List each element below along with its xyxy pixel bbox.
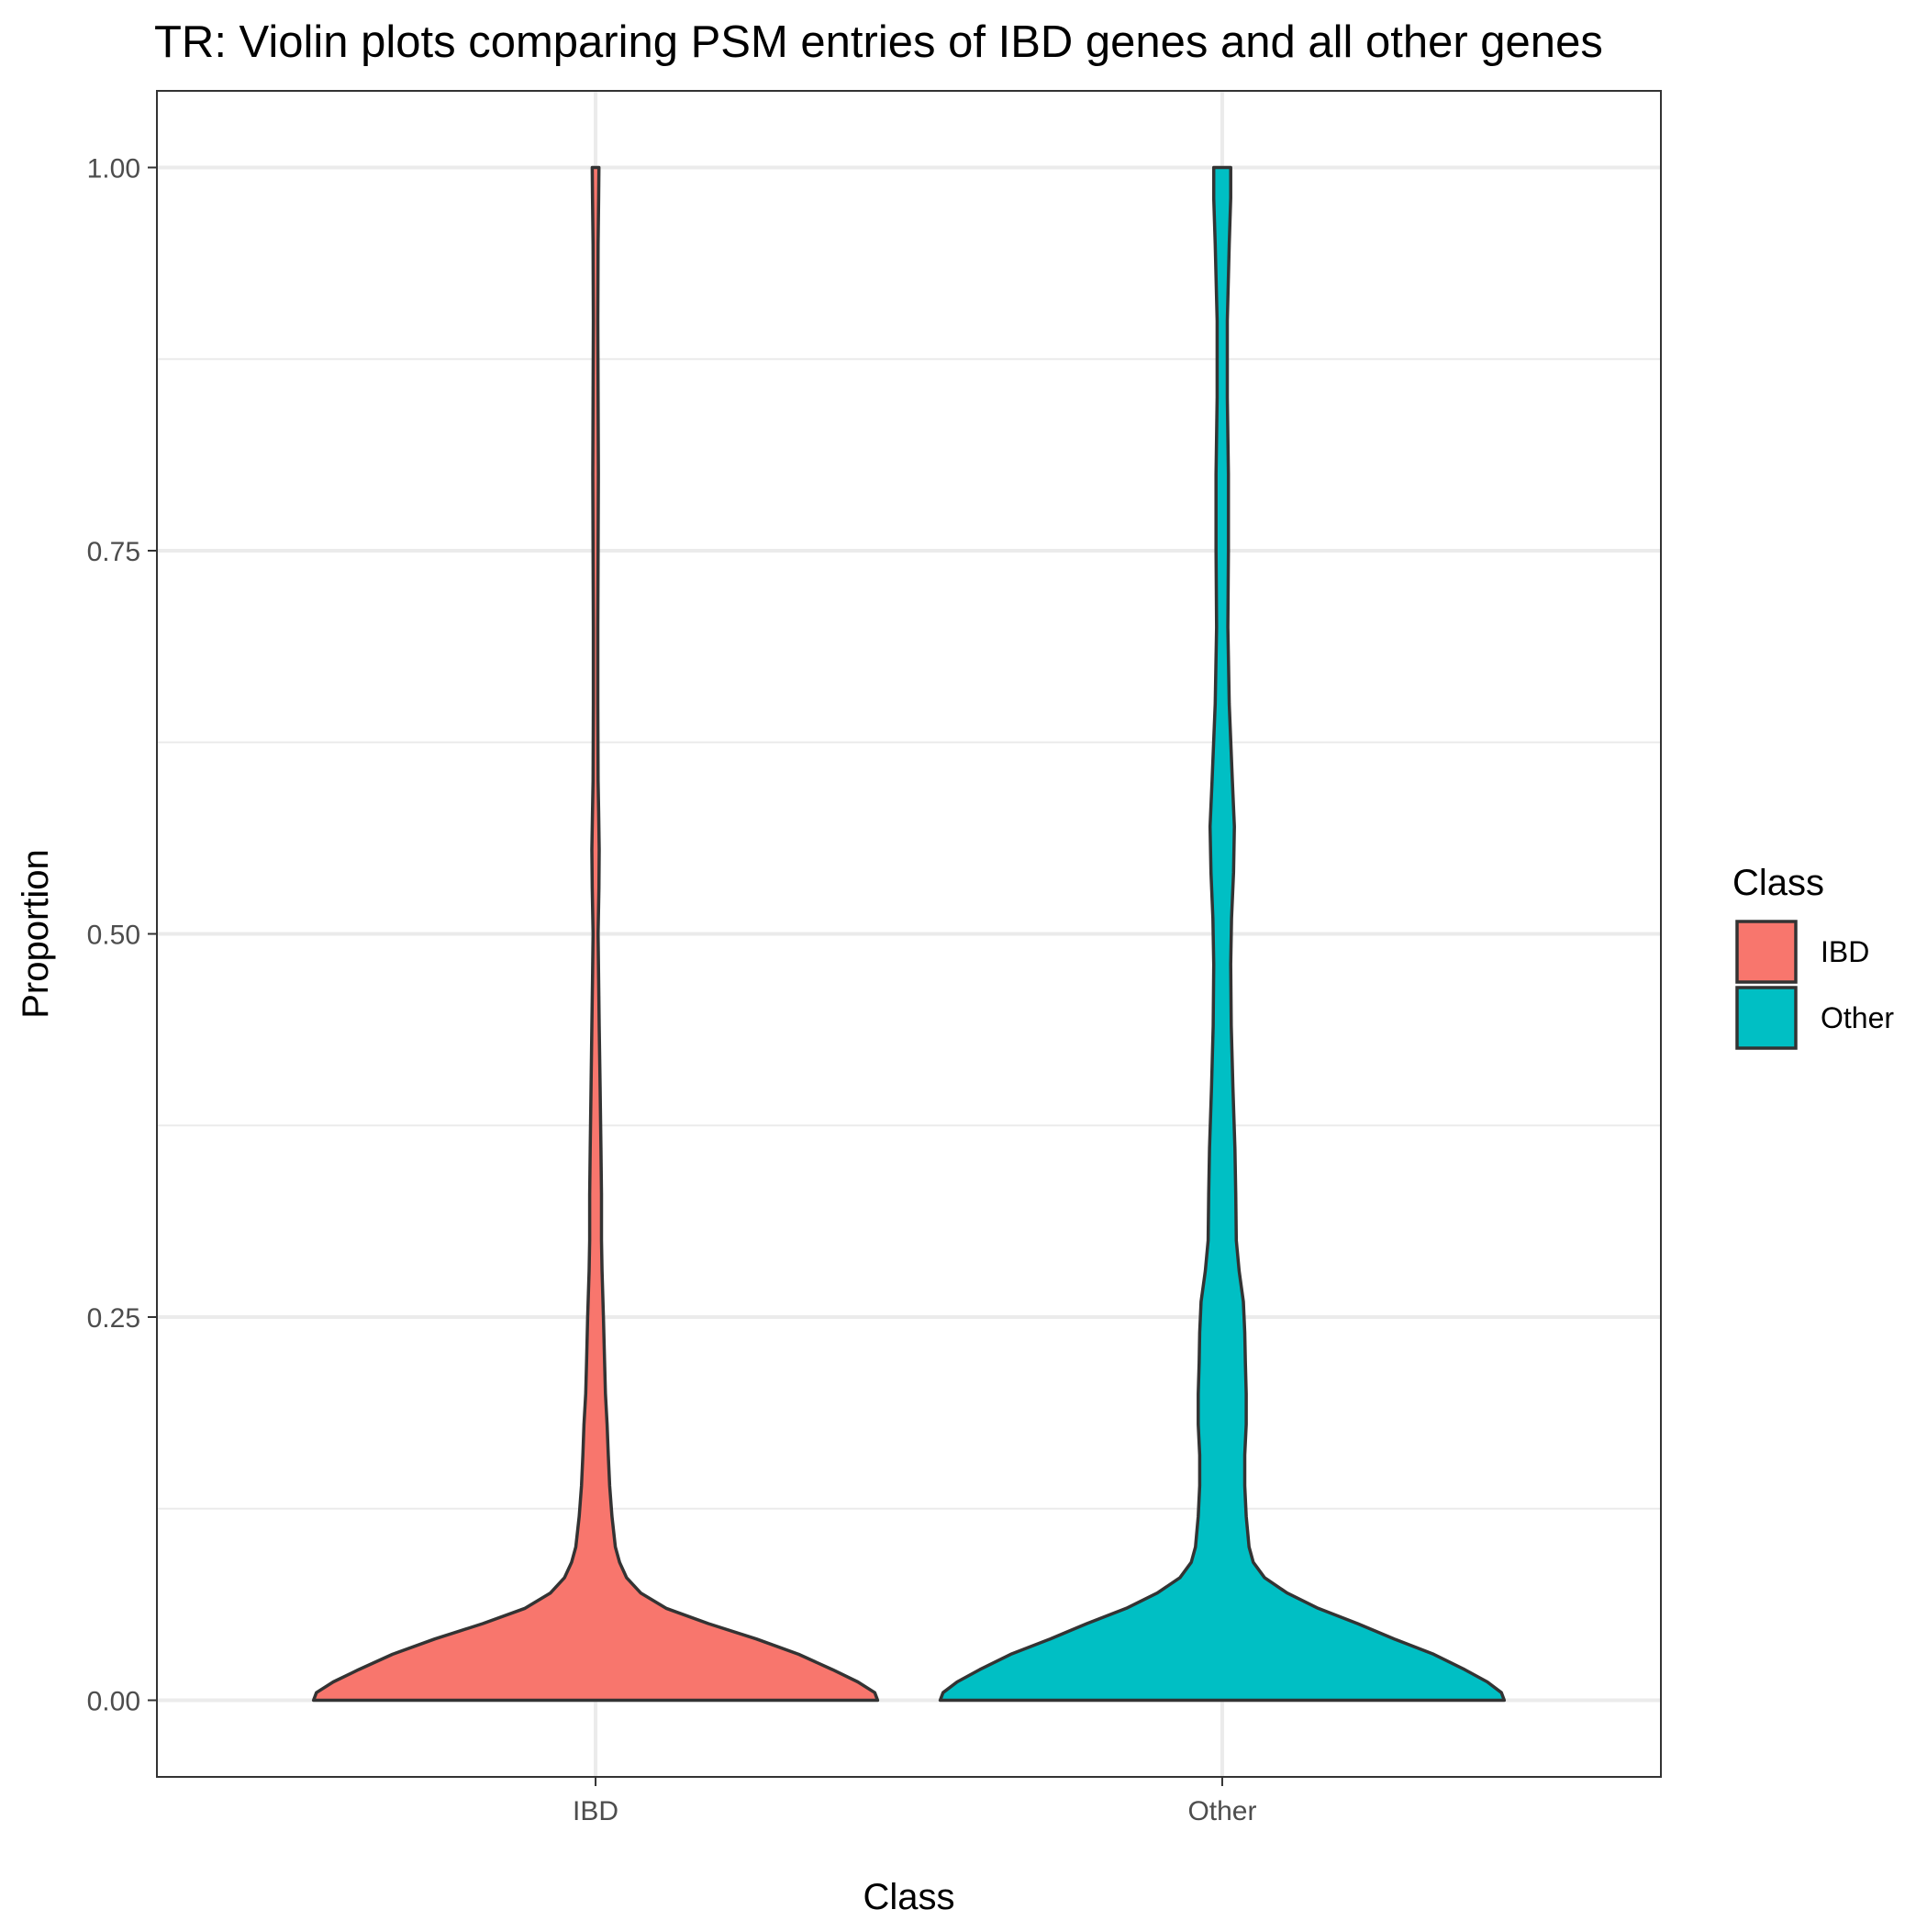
legend: Class IBD Other [1732,863,1894,1050]
axes: 0.00 0.25 0.50 0.75 1.00 IBD Other [87,154,1257,1827]
legend-label-ibd: IBD [1821,935,1869,968]
y-tick-label: 0.50 [87,921,140,951]
legend-label-other: Other [1821,1001,1894,1034]
grid-lines [157,91,1661,1777]
x-tick-label: Other [1187,1796,1256,1826]
legend-key-other [1735,986,1798,1050]
y-tick-label: 0.75 [87,537,140,567]
y-tick-label: 0.00 [87,1687,140,1717]
y-tick-label: 0.25 [87,1303,140,1334]
x-axis-title: Class [863,1877,954,1917]
y-tick-label: 1.00 [87,154,140,184]
violin-other [938,165,1507,1703]
legend-title: Class [1732,863,1824,903]
y-axis-title: Proportion [16,849,56,1019]
violins [311,165,1507,1703]
x-tick-label: IBD [573,1796,618,1826]
legend-key-ibd [1735,920,1798,984]
chart-title: TR: Violin plots comparing PSM entries o… [154,17,1603,67]
violin-ibd [311,165,880,1703]
